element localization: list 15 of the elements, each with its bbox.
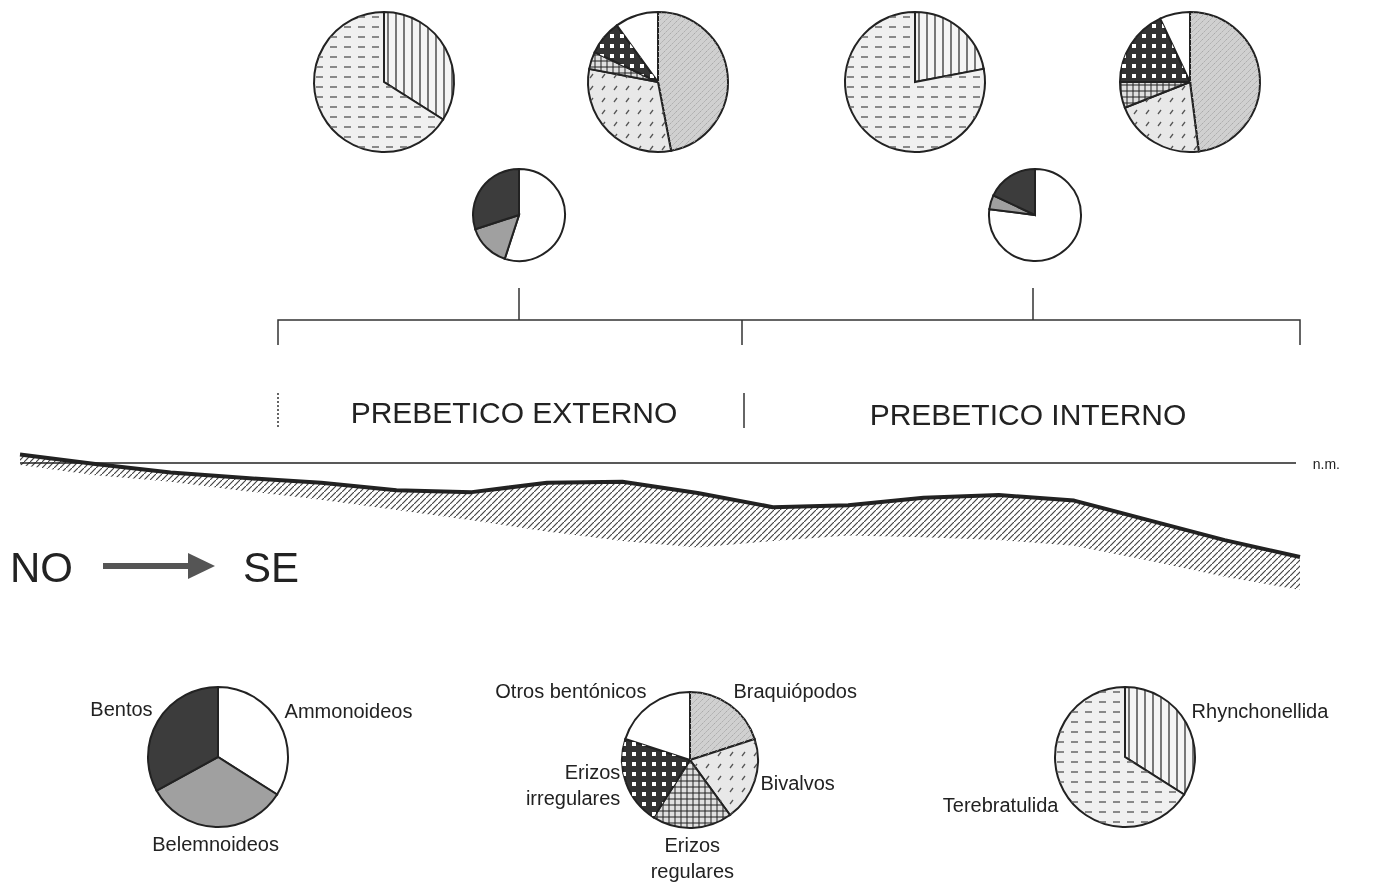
slice-label: Erizos regulares [650, 833, 735, 882]
slice-label: Braquiópodos [733, 680, 857, 703]
slice-label: Bentos [90, 698, 153, 721]
slice-label: Erizos irregulares [525, 761, 621, 810]
ref-line-label: n.m. [1312, 456, 1340, 472]
annotation: NO [10, 544, 73, 591]
slice-label: Rhynchonellida [1191, 700, 1330, 723]
slice-label: Ammonoideos [284, 700, 413, 723]
slice-label: Terebratulida [942, 793, 1060, 816]
annotation: SE [243, 544, 300, 591]
text: PREBETICO EXTERNO [350, 396, 678, 429]
slice-label: Bivalvos [760, 771, 835, 794]
text: PREBETICO INTERNO [869, 398, 1187, 431]
slice-label: Belemnoideos [152, 832, 279, 855]
slice-label: Otros bentónicos [495, 680, 647, 703]
